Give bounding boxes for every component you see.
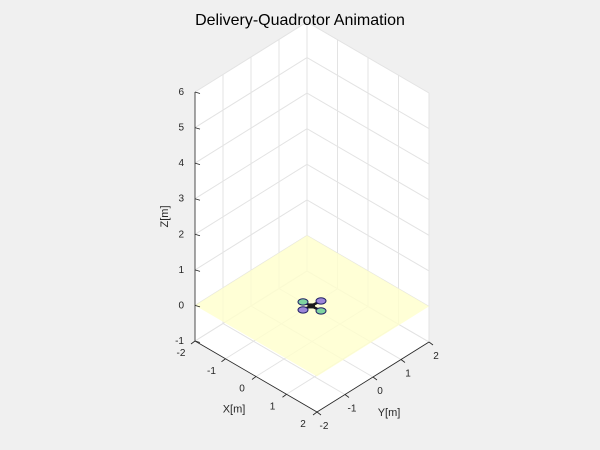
y-tick-label: -2: [320, 421, 329, 432]
z-tick-mark: [194, 198, 201, 201]
z-tick-mark: [194, 305, 201, 308]
y-tick-mark: [372, 376, 378, 381]
z-tick-label: 5: [178, 123, 184, 134]
chart-title: Delivery-Quadrotor Animation: [195, 12, 405, 29]
quadrotor-body: [309, 303, 315, 309]
x-tick-label: -2: [177, 348, 186, 359]
x-tick-mark: [190, 340, 196, 345]
z-tick-mark: [194, 269, 201, 272]
y-tick-mark: [428, 341, 434, 346]
y-axis-label: Y[m]: [378, 407, 401, 419]
quadrotor: [297, 297, 327, 315]
z-tick-mark: [194, 91, 201, 94]
y-tick-mark: [400, 359, 406, 363]
x-tick-mark: [282, 393, 287, 398]
z-tick-label: 6: [178, 87, 184, 98]
z-tick-label: 0: [178, 300, 184, 311]
z-tick-mark: [194, 127, 201, 130]
x-tick-mark: [251, 376, 257, 380]
y-tick-label: 0: [377, 386, 383, 397]
quadrotor-rotor: [315, 307, 327, 315]
y-tick-label: -1: [348, 404, 357, 415]
z-tick-label: -1: [175, 336, 184, 347]
quadrotor-rotor: [315, 297, 327, 305]
quadrotor-rotor: [297, 298, 309, 306]
z-tick-label: 4: [178, 158, 184, 169]
x-tick-label: 1: [270, 401, 276, 412]
x-axis-label: X[m]: [223, 404, 246, 416]
y-tick-label: 1: [405, 369, 411, 380]
z-tick-mark: [194, 340, 201, 343]
z-axis-label: Z[m]: [159, 206, 171, 228]
y-tick-mark: [344, 394, 350, 398]
y-tick-label: 2: [433, 351, 439, 362]
axis-labels: X[m] Y[m] Z[m]: [159, 206, 400, 420]
quadrotor-rotor: [297, 306, 309, 314]
y-tick-mark: [316, 411, 322, 416]
x-tick-label: 2: [300, 419, 306, 430]
x-tick-mark: [221, 358, 226, 363]
x-tick-label: 0: [239, 384, 245, 395]
z-tick-label: 3: [178, 194, 184, 205]
z-tick-mark: [194, 233, 201, 237]
z-tick-mark: [194, 162, 201, 166]
x-tick-label: -1: [207, 366, 216, 377]
x-axis-line: [194, 340, 318, 413]
z-tick-label: 1: [178, 265, 184, 276]
x-tick-mark: [312, 411, 318, 416]
z-tick-label: 2: [178, 229, 184, 240]
